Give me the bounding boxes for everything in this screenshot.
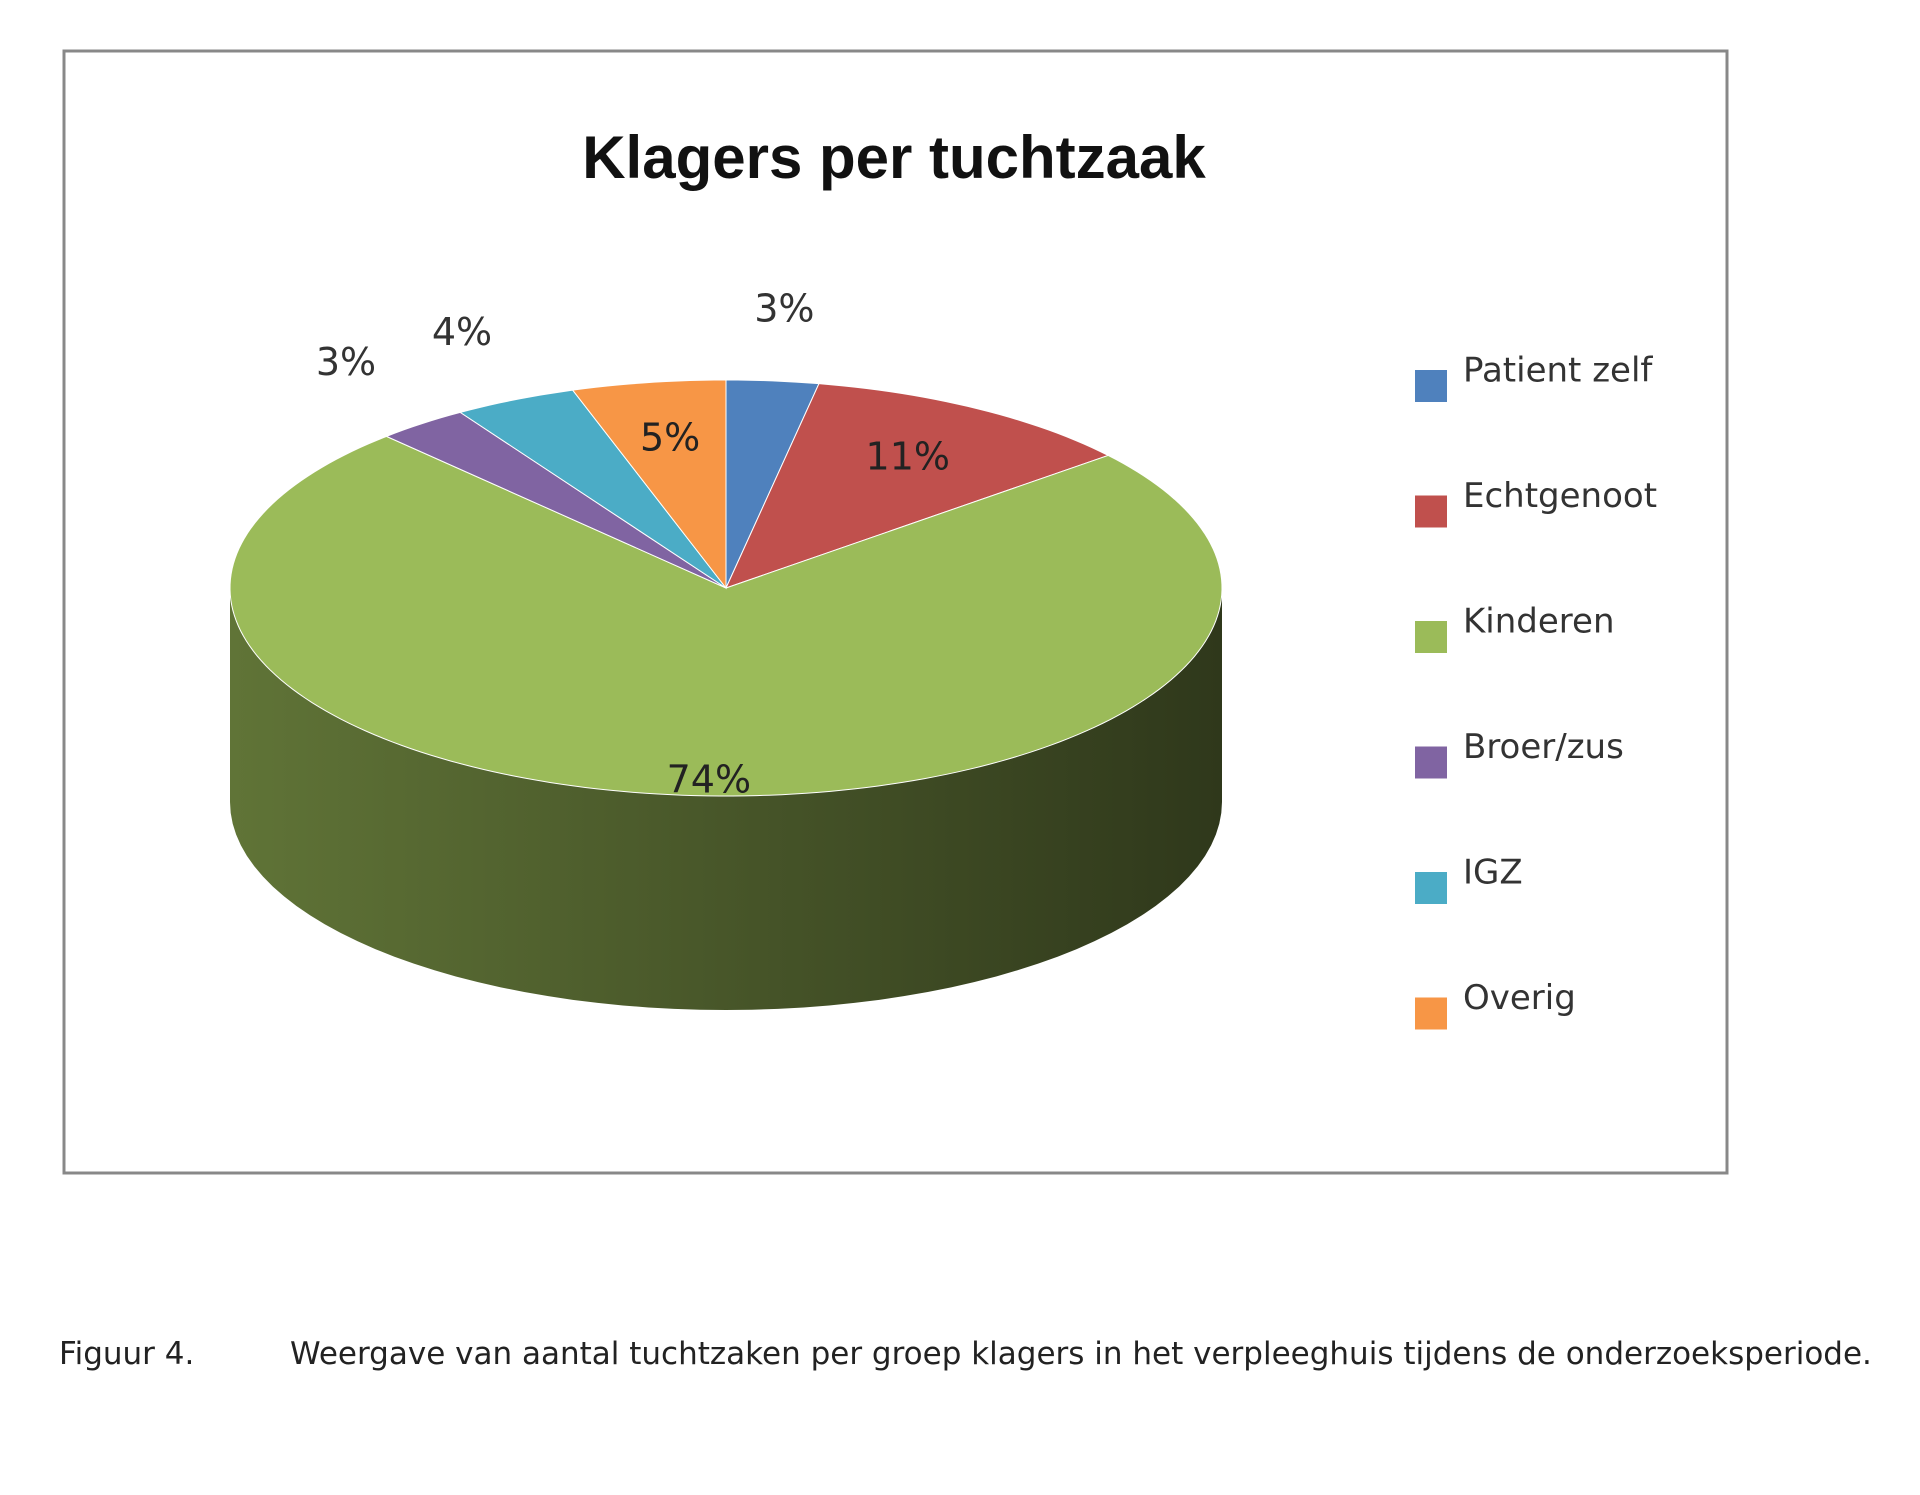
data-label: 3% — [316, 340, 376, 384]
slice — [725, 383, 1110, 589]
legend-swatch — [1415, 495, 1447, 528]
caption-text: Weergave van aantal tuchtzaken per groep… — [290, 1336, 1872, 1372]
legend-label: Patient zelf — [1463, 351, 1653, 391]
data-label: 3% — [754, 287, 814, 331]
data-label: 4% — [432, 310, 492, 354]
data-label: 5% — [640, 416, 700, 460]
legend-swatch — [1415, 746, 1447, 779]
slice-side — [230, 588, 1222, 1010]
legend-swatch — [1415, 997, 1447, 1030]
slice — [459, 389, 727, 589]
slice — [385, 411, 727, 589]
pie: 3% 11% 74% 3% 4% 5% — [229, 287, 1223, 1010]
legend-label: Kinderen — [1463, 602, 1615, 642]
slice — [571, 379, 727, 590]
chart: Klagers per tuchtzaak 3% 11% 74% 3% 4% 5% Pat… — [62, 49, 1729, 1175]
data-label: 74% — [667, 758, 751, 802]
legend: Patient zelf Echtgenoot Kinderen Broer/zus I… — [1415, 351, 1657, 1030]
slice — [229, 435, 1223, 797]
legend-label: Echtgenoot — [1463, 476, 1657, 516]
legend-swatch — [1415, 872, 1447, 904]
chart-title: Klagers per tuchtzaak — [582, 124, 1206, 191]
legend-swatch — [1415, 621, 1447, 653]
legend-label: Overig — [1463, 978, 1576, 1018]
legend-label: Broer/zus — [1463, 727, 1624, 767]
legend-swatch — [1415, 370, 1447, 402]
legend-label: IGZ — [1463, 853, 1523, 893]
caption-label: Figuur 4. — [59, 1336, 195, 1372]
data-label: 11% — [866, 435, 950, 479]
